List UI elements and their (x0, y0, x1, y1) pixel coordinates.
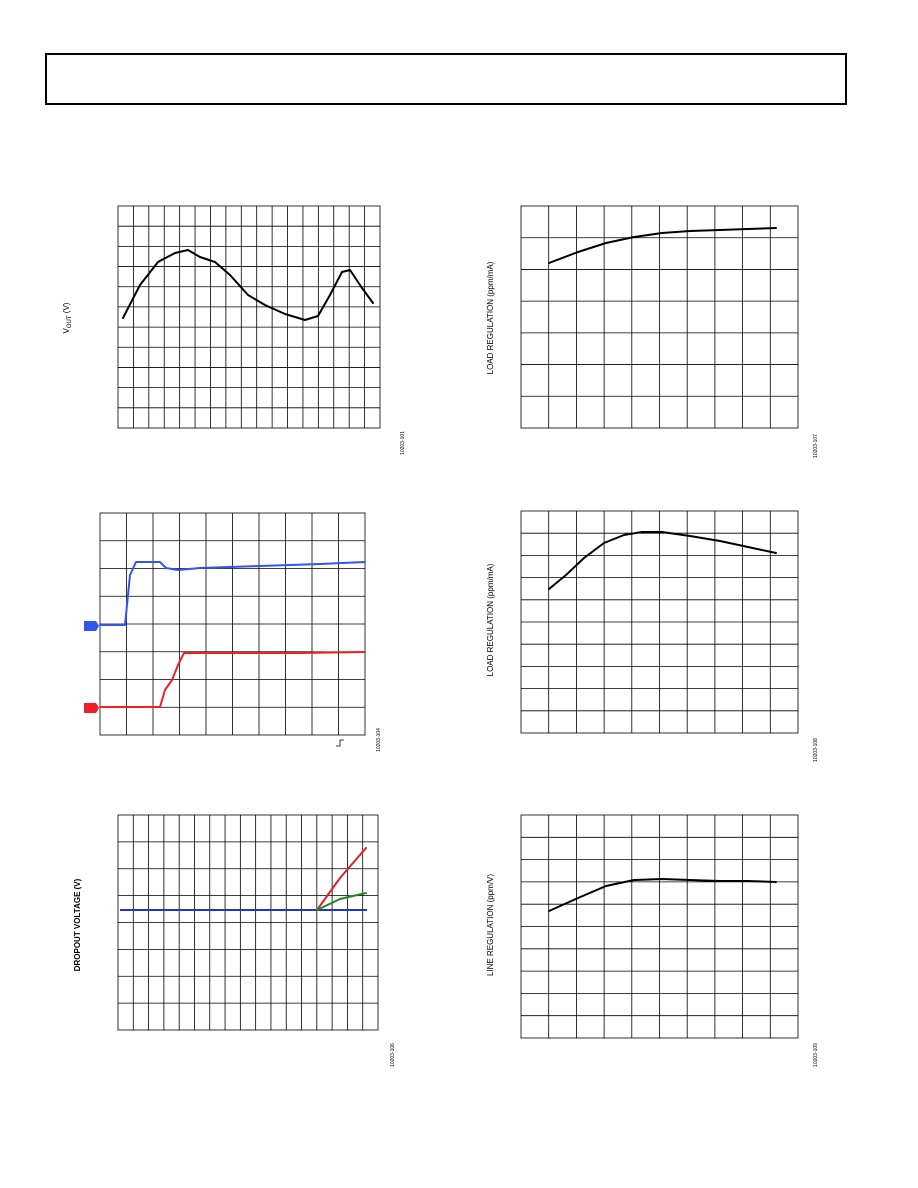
figure-id: 10203-104 (376, 728, 382, 752)
curve (548, 531, 777, 590)
grids (99, 205, 799, 1039)
y-label: VOUT (V) (62, 302, 73, 333)
trace (316, 892, 367, 911)
figure-id: 10203-108 (813, 738, 819, 762)
trace (316, 847, 367, 911)
y-label: LOAD REGULATION (ppm/mA) (486, 563, 495, 676)
edge-symbol (336, 739, 344, 747)
header-box (45, 53, 847, 105)
trace (99, 561, 366, 626)
curve (548, 227, 777, 264)
marker (84, 703, 99, 713)
plot-frame (117, 205, 381, 429)
marker (84, 621, 99, 631)
y-label: LINE REGULATION (ppm/V) (486, 874, 495, 976)
trace (99, 651, 366, 708)
figure-id: 10203-106 (390, 1043, 396, 1067)
figure-id: 10203-101 (400, 431, 406, 455)
curve (548, 878, 777, 912)
y-label: DROPOUT VOLTAGE (V) (73, 878, 82, 971)
figure-id: 10203-109 (813, 1043, 819, 1067)
curve (122, 249, 374, 321)
figure-id: 10203-107 (813, 434, 819, 458)
y-label: LOAD REGULATION (ppm/mA) (486, 261, 495, 374)
